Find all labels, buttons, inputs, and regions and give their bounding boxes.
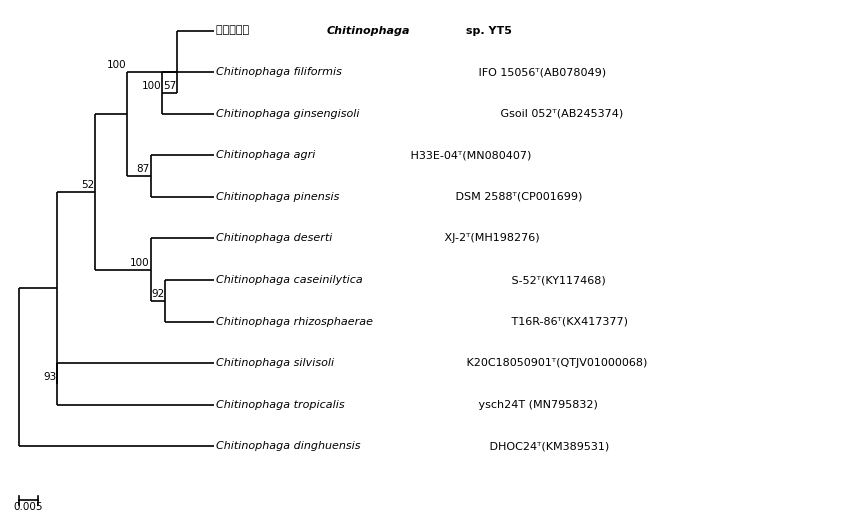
Text: 93: 93 xyxy=(43,372,56,382)
Text: DSM 2588ᵀ(CP001699): DSM 2588ᵀ(CP001699) xyxy=(452,192,583,202)
Text: Chitinophaga pinensis: Chitinophaga pinensis xyxy=(216,192,340,202)
Text: T16R-86ᵀ(KX417377): T16R-86ᵀ(KX417377) xyxy=(508,316,628,327)
Text: ysch24T (MN795832): ysch24T (MN795832) xyxy=(474,400,597,410)
Text: 100: 100 xyxy=(106,60,126,70)
Text: Chitinophaga caseinilytica: Chitinophaga caseinilytica xyxy=(216,275,363,285)
Text: XJ-2ᵀ(MH198276): XJ-2ᵀ(MH198276) xyxy=(441,234,540,244)
Text: Chitinophaga: Chitinophaga xyxy=(327,25,410,36)
Text: 100: 100 xyxy=(142,81,161,91)
Text: 87: 87 xyxy=(136,164,150,174)
Text: DHOC24ᵀ(KM389531): DHOC24ᵀ(KM389531) xyxy=(486,441,609,451)
Text: 92: 92 xyxy=(151,289,165,299)
Text: S-52ᵀ(KY117468): S-52ᵀ(KY117468) xyxy=(508,275,606,285)
Text: Chitinophaga agri: Chitinophaga agri xyxy=(216,150,316,160)
Text: Chitinophaga filiformis: Chitinophaga filiformis xyxy=(216,67,341,77)
Text: 噎几丁质菌: 噎几丁质菌 xyxy=(216,25,253,36)
Text: Chitinophaga dinghuensis: Chitinophaga dinghuensis xyxy=(216,441,360,451)
Text: Gsoil 052ᵀ(AB245374): Gsoil 052ᵀ(AB245374) xyxy=(497,109,624,119)
Text: Chitinophaga rhizosphaerae: Chitinophaga rhizosphaerae xyxy=(216,316,373,327)
Text: 52: 52 xyxy=(81,179,94,190)
Text: 100: 100 xyxy=(130,258,150,268)
Text: 0.005: 0.005 xyxy=(14,502,43,512)
Text: Chitinophaga tropicalis: Chitinophaga tropicalis xyxy=(216,400,345,410)
Text: 57: 57 xyxy=(163,81,176,91)
Text: sp. YT5: sp. YT5 xyxy=(462,25,511,36)
Text: Chitinophaga silvisoli: Chitinophaga silvisoli xyxy=(216,358,334,368)
Text: H33E-04ᵀ(MN080407): H33E-04ᵀ(MN080407) xyxy=(408,150,531,160)
Text: IFO 15056ᵀ(AB078049): IFO 15056ᵀ(AB078049) xyxy=(474,67,606,77)
Text: Chitinophaga deserti: Chitinophaga deserti xyxy=(216,234,332,244)
Text: K20C18050901ᵀ(QTJV01000068): K20C18050901ᵀ(QTJV01000068) xyxy=(463,358,648,368)
Text: Chitinophaga ginsengisoli: Chitinophaga ginsengisoli xyxy=(216,109,360,119)
